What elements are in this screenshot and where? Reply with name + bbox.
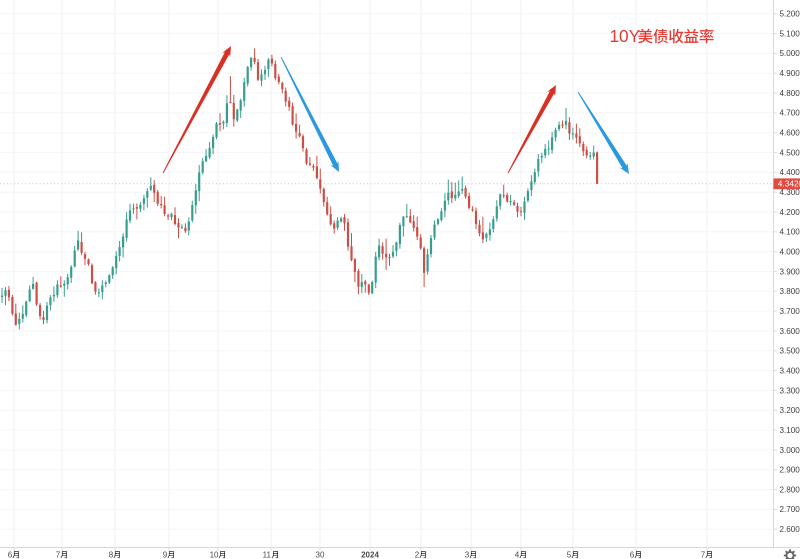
svg-text:6: 6: [8, 551, 13, 559]
svg-text:4.6000: 4.6000: [780, 129, 800, 138]
svg-text:2: 2: [415, 551, 420, 559]
svg-text:3.8000: 3.8000: [780, 287, 800, 296]
svg-text:7: 7: [701, 551, 706, 559]
svg-text:3.4000: 3.4000: [780, 366, 800, 375]
svg-text:30: 30: [316, 551, 325, 559]
svg-text:10Y: 10Y: [610, 26, 641, 46]
svg-text:3.7000: 3.7000: [780, 307, 800, 316]
svg-text:3.6000: 3.6000: [780, 327, 800, 336]
svg-text:4.3420: 4.3420: [778, 179, 800, 189]
svg-text:2024: 2024: [361, 551, 379, 559]
svg-text:4.8000: 4.8000: [780, 89, 800, 98]
svg-text:4.7000: 4.7000: [780, 109, 800, 118]
svg-text:4.9000: 4.9000: [780, 69, 800, 78]
svg-text:3: 3: [465, 551, 470, 559]
svg-text:4.0000: 4.0000: [780, 248, 800, 257]
svg-text:7: 7: [56, 551, 61, 559]
svg-text:4.1000: 4.1000: [780, 228, 800, 237]
svg-text:3.5000: 3.5000: [780, 347, 800, 356]
svg-text:3.3000: 3.3000: [780, 386, 800, 395]
svg-text:3.9000: 3.9000: [780, 267, 800, 276]
svg-text:4.4000: 4.4000: [780, 168, 800, 177]
svg-text:4.3000: 4.3000: [780, 188, 800, 197]
svg-text:9: 9: [163, 551, 168, 559]
svg-text:3.1000: 3.1000: [780, 426, 800, 435]
svg-text:11: 11: [263, 551, 272, 559]
svg-text:5.2000: 5.2000: [780, 10, 800, 19]
svg-text:2.9000: 2.9000: [780, 466, 800, 475]
svg-text:3.0000: 3.0000: [780, 446, 800, 455]
svg-text:4.2000: 4.2000: [780, 208, 800, 217]
svg-text:2.6000: 2.6000: [780, 525, 800, 534]
svg-text:5: 5: [567, 551, 572, 559]
svg-text:10: 10: [210, 551, 219, 559]
svg-text:5.0000: 5.0000: [780, 49, 800, 58]
svg-text:2.7000: 2.7000: [780, 505, 800, 514]
svg-text:6: 6: [630, 551, 635, 559]
svg-text:4.5000: 4.5000: [780, 148, 800, 157]
svg-text:8: 8: [109, 551, 114, 559]
svg-text:5.1000: 5.1000: [780, 29, 800, 38]
svg-text:2.8000: 2.8000: [780, 485, 800, 494]
svg-text:4: 4: [515, 551, 520, 559]
svg-text:3.2000: 3.2000: [780, 406, 800, 415]
